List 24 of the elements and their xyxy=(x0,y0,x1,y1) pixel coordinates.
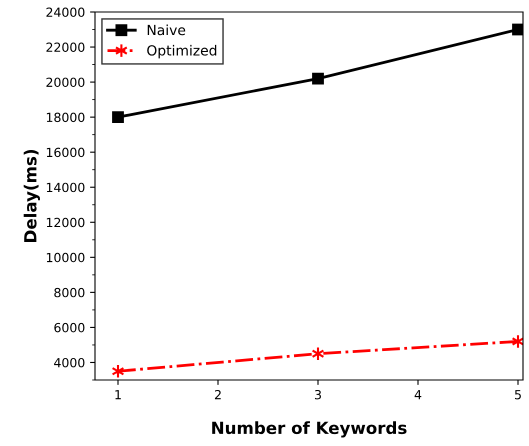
y-tick-label: 16000 xyxy=(46,148,84,158)
legend-label: Optimized xyxy=(147,44,216,58)
y-tick-label: 4000 xyxy=(54,358,84,368)
point xyxy=(512,24,523,36)
y-tick-label: 6000 xyxy=(54,322,84,332)
point xyxy=(112,111,124,124)
x-tick-label: 1 xyxy=(115,390,121,400)
x-tick-label: 3 xyxy=(314,390,321,400)
x-tick-label: 4 xyxy=(414,390,422,400)
x-tick-label: 5 xyxy=(514,390,521,400)
y-tick-label: 18000 xyxy=(46,112,84,122)
point xyxy=(512,334,523,349)
y-tick-label: 24000 xyxy=(46,7,84,17)
y-tick-label: 20000 xyxy=(46,78,84,88)
y-tick-label: 14000 xyxy=(46,182,84,192)
y-tick-label: 10000 xyxy=(46,252,84,262)
y-tick-label: 8000 xyxy=(54,288,84,298)
x-axis-title: Number of Keywords xyxy=(212,421,407,438)
y-axis-title: Delay(ms) xyxy=(24,150,40,242)
x-tick-label: 2 xyxy=(214,390,221,400)
point xyxy=(312,72,324,84)
y-tick-label: 22000 xyxy=(46,42,84,52)
y-tick-label: 12000 xyxy=(46,218,84,228)
legend-label: Naive xyxy=(148,24,186,36)
